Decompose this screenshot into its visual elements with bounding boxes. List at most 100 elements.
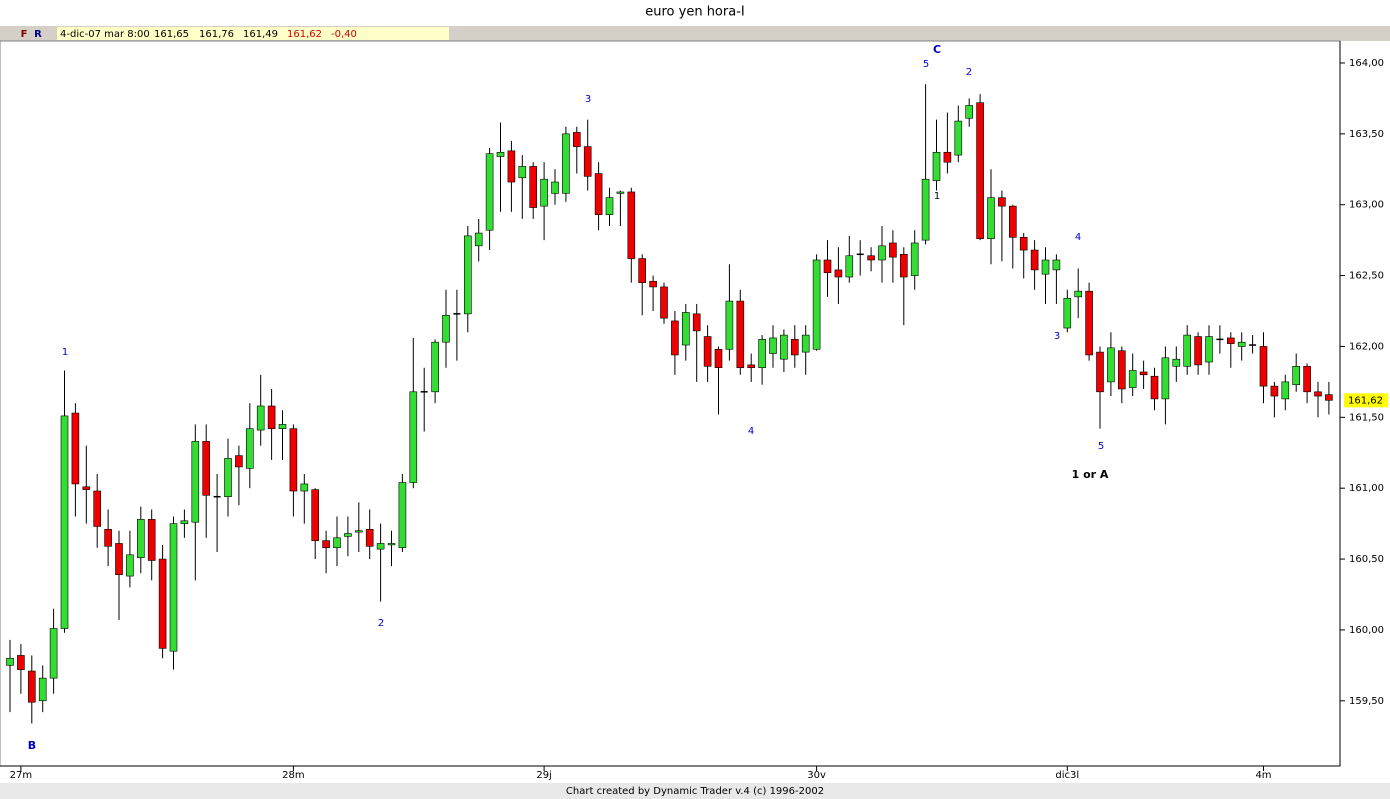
info-field: [57, 27, 449, 40]
candle-body: [594, 173, 603, 215]
candle-body: [780, 334, 788, 360]
candle-body: [736, 300, 745, 369]
candle-body: [1052, 259, 1061, 271]
wave-label: 2: [378, 618, 384, 629]
last-price-label: 161,62: [1348, 395, 1383, 406]
info-field-text: 161,49: [243, 29, 278, 40]
candle-body: [93, 490, 101, 527]
y-tick-label: 161,50: [1349, 412, 1384, 423]
candle-body: [899, 254, 908, 278]
candle-body: [790, 339, 799, 356]
candle-body: [921, 178, 930, 241]
candle-body: [1118, 350, 1126, 390]
candle-body: [1008, 205, 1017, 238]
candle-body: [823, 259, 832, 274]
candle-body: [1085, 290, 1093, 356]
button-r[interactable]: R: [34, 29, 42, 40]
candle-body: [1161, 357, 1170, 400]
wave-label: 4: [748, 426, 754, 437]
candle-body: [660, 286, 668, 319]
wave-label: 3: [1054, 331, 1060, 342]
candle-body: [1281, 381, 1290, 400]
candle-body: [311, 489, 320, 541]
candle-body: [932, 151, 941, 181]
candle-body: [147, 519, 156, 561]
candle-body: [1041, 259, 1050, 275]
candle-body: [801, 334, 810, 353]
candle-body: [409, 391, 418, 483]
candle-body: [1096, 351, 1104, 393]
candle-body: [442, 314, 450, 343]
last-price-tag: [1344, 393, 1388, 408]
candle-body: [1063, 297, 1072, 329]
candle-body: [49, 628, 58, 679]
candle-body: [834, 269, 843, 278]
wave-label: 1: [934, 191, 940, 202]
y-tick-label: 161,00: [1349, 483, 1384, 494]
candle-body: [354, 530, 363, 533]
candle-body: [398, 482, 407, 549]
candle-body: [943, 151, 952, 163]
candle-body: [551, 181, 559, 194]
candle-body: [180, 520, 189, 524]
candle-body: [1205, 336, 1213, 363]
candle-body: [82, 486, 91, 490]
candle-body: [137, 519, 145, 558]
candle-body: [71, 412, 80, 485]
candle-body: [638, 258, 647, 283]
candle-body: [1128, 370, 1137, 388]
wave-label: 1 or A: [1072, 468, 1109, 481]
candle-body: [1303, 365, 1311, 393]
candle-body: [1139, 371, 1148, 376]
x-tick-label: 4m: [1255, 770, 1271, 781]
candle-body: [1194, 336, 1202, 366]
candle-body: [246, 428, 254, 469]
y-tick-label: 163,50: [1349, 129, 1384, 140]
candle-body: [692, 313, 701, 332]
y-tick-label: 160,50: [1349, 554, 1384, 565]
y-tick-label: 162,50: [1349, 271, 1384, 282]
candle-body: [812, 259, 821, 350]
candle-body: [1172, 358, 1181, 367]
candle-body: [1237, 341, 1246, 347]
candle-body: [1107, 347, 1115, 383]
wave-label: 3: [585, 94, 591, 105]
candle-body: [1183, 334, 1191, 367]
x-tick-label: 29j: [536, 770, 552, 781]
candle-body: [104, 528, 112, 547]
candle-body: [158, 558, 167, 649]
candle-body: [518, 166, 527, 179]
candle-body: [681, 312, 690, 346]
footer-bar: [0, 783, 1390, 799]
candle-body: [1292, 365, 1300, 386]
candle-body: [60, 415, 69, 629]
info-field-text: 161,62: [287, 29, 322, 40]
candle-body: [115, 543, 123, 575]
candle-body: [910, 242, 919, 276]
candle-body: [965, 105, 974, 119]
candle-body: [463, 235, 472, 315]
candle-body: [747, 364, 756, 369]
candle-body: [878, 245, 886, 261]
footer: Chart created by Dynamic Trader v.4 (c) …: [566, 786, 824, 797]
button-f[interactable]: F: [21, 29, 28, 40]
candle-body: [235, 455, 243, 468]
candle-body: [376, 543, 385, 550]
candle-body: [627, 191, 636, 259]
y-tick-label: 164,00: [1349, 58, 1384, 69]
candle-body: [845, 255, 854, 278]
wave-label: 4: [1075, 232, 1081, 243]
candle-body: [300, 483, 309, 492]
plot-area: [0, 40, 1341, 767]
wave-label: B: [28, 739, 36, 752]
candle-body: [224, 458, 232, 497]
candle-body: [1270, 385, 1279, 397]
x-tick-label: 27m: [10, 770, 32, 781]
candle-body: [649, 280, 657, 288]
candle-body: [562, 133, 570, 194]
wave-label: 5: [1098, 441, 1104, 452]
candle-body: [1030, 249, 1039, 271]
y-tick-label: 163,00: [1349, 200, 1384, 211]
candle-body: [365, 528, 374, 547]
